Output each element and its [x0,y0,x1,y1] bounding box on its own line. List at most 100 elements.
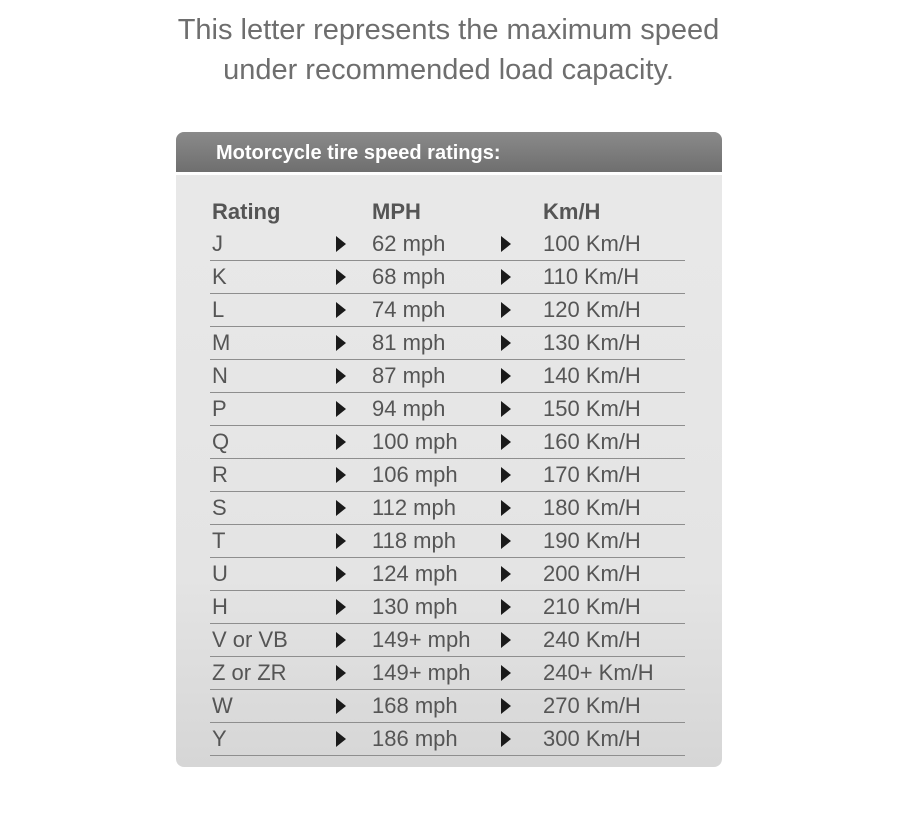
triangle-right-icon [336,500,346,516]
column-header-rating: Rating [212,199,281,224]
triangle-right-icon [336,302,346,318]
triangle-right-icon [501,467,511,483]
rating-cell: Q [212,429,230,454]
triangle-right-icon [501,533,511,549]
mph-cell: 112 mph [372,495,456,520]
mph-cell: 149+ mph [372,627,471,652]
mph-cell: 68 mph [372,264,446,289]
triangle-right-icon [501,236,511,252]
table-row: T 118 mph 190 Km/H [210,525,685,558]
triangle-right-icon [501,599,511,615]
triangle-right-icon [501,566,511,582]
rating-cell: M [212,330,231,355]
kmh-cell: 110 Km/H [543,264,640,289]
mph-cell: 100 mph [372,429,458,454]
table-row: W 168 mph 270 Km/H [210,690,685,723]
table-row: Q 100 mph 160 Km/H [210,426,685,459]
kmh-cell: 130 Km/H [543,330,641,355]
table-row: K 68 mph 110 Km/H [210,261,685,294]
triangle-right-icon [336,335,346,351]
mph-cell: 168 mph [372,693,458,718]
rating-cell: H [212,594,228,619]
rating-cell: P [212,396,227,421]
table-header-row: Rating MPH Km/H [210,196,685,228]
rating-cell: R [212,462,228,487]
rating-cell: N [212,363,228,388]
rating-cell: Y [212,726,227,751]
table-row: S 112 mph 180 Km/H [210,492,685,525]
triangle-right-icon [336,236,346,252]
column-header-mph: MPH [372,199,421,224]
rating-cell: K [212,264,227,289]
triangle-right-icon [501,302,511,318]
table-row: V or VB 149+ mph 240 Km/H [210,624,685,657]
triangle-right-icon [501,698,511,714]
triangle-right-icon [336,566,346,582]
mph-cell: 130 mph [372,594,458,619]
intro-text: This letter represents the maximum speed… [0,10,897,90]
kmh-cell: 270 Km/H [543,693,641,718]
triangle-right-icon [501,335,511,351]
mph-cell: 118 mph [372,528,456,553]
kmh-cell: 170 Km/H [543,462,641,487]
kmh-cell: 180 Km/H [543,495,641,520]
triangle-right-icon [336,632,346,648]
triangle-right-icon [501,434,511,450]
triangle-right-icon [336,533,346,549]
triangle-right-icon [501,665,511,681]
triangle-right-icon [501,368,511,384]
triangle-right-icon [336,731,346,747]
triangle-right-icon [336,698,346,714]
triangle-right-icon [501,731,511,747]
kmh-cell: 120 Km/H [543,297,641,322]
table-row: P 94 mph 150 Km/H [210,393,685,426]
triangle-right-icon [336,665,346,681]
mph-cell: 87 mph [372,363,446,388]
table-row: L 74 mph 120 Km/H [210,294,685,327]
mph-cell: 124 mph [372,561,458,586]
kmh-cell: 200 Km/H [543,561,641,586]
mph-cell: 74 mph [372,297,446,322]
kmh-cell: 100 Km/H [543,231,641,256]
triangle-right-icon [336,269,346,285]
column-header-kmh: Km/H [543,199,601,224]
speed-ratings-panel: Motorcycle tire speed ratings: Rating MP… [176,132,722,767]
rating-cell: V or VB [212,627,288,652]
table-row: U 124 mph 200 Km/H [210,558,685,591]
rating-cell: S [212,495,227,520]
kmh-cell: 240+ Km/H [543,660,654,685]
kmh-cell: 210 Km/H [543,594,641,619]
rating-cell: J [212,231,223,256]
mph-cell: 186 mph [372,726,458,751]
triangle-right-icon [336,401,346,417]
table-row: Z or ZR 149+ mph 240+ Km/H [210,657,685,690]
table-row: H 130 mph 210 Km/H [210,591,685,624]
kmh-cell: 240 Km/H [543,627,641,652]
triangle-right-icon [501,632,511,648]
speed-ratings-table: Rating MPH Km/H J 62 mph 100 Km/H K 68 mph 11… [210,196,685,756]
table-row: N 87 mph 140 Km/H [210,360,685,393]
kmh-cell: 150 Km/H [543,396,641,421]
rating-cell: L [212,297,225,322]
rating-cell: U [212,561,228,586]
triangle-right-icon [501,401,511,417]
kmh-cell: 300 Km/H [543,726,641,751]
triangle-right-icon [336,368,346,384]
rating-cell: W [212,693,233,718]
triangle-right-icon [336,599,346,615]
intro-line-1: This letter represents the maximum speed [177,14,720,46]
kmh-cell: 140 Km/H [543,363,641,388]
table-row: M 81 mph 130 Km/H [210,327,685,360]
panel-title: Motorcycle tire speed ratings: [176,132,722,175]
table-row: R 106 mph 170 Km/H [210,459,685,492]
kmh-cell: 160 Km/H [543,429,641,454]
table-row: J 62 mph 100 Km/H [210,228,685,261]
triangle-right-icon [501,500,511,516]
table-row: Y 186 mph 300 Km/H [210,723,685,756]
intro-line-2: under recommended load capacity. [223,54,674,86]
triangle-right-icon [336,434,346,450]
kmh-cell: 190 Km/H [543,528,641,553]
mph-cell: 94 mph [372,396,446,421]
rating-cell: T [212,528,226,553]
mph-cell: 81 mph [372,330,446,355]
